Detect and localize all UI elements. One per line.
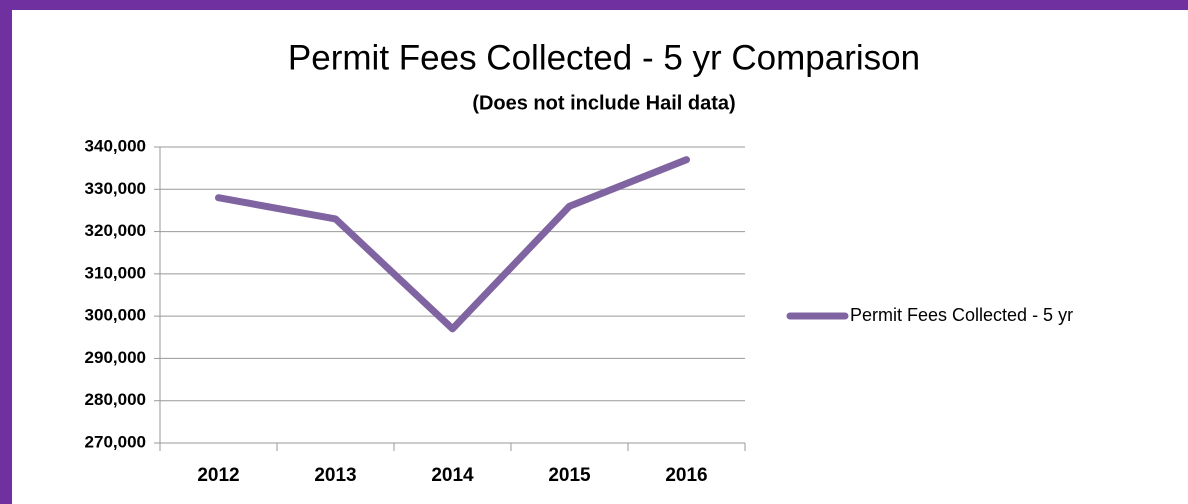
y-tick-label: 340,000 [85, 136, 146, 155]
y-tick-label: 310,000 [85, 263, 146, 282]
x-tick-label: 2016 [665, 465, 707, 486]
x-tick-label: 2015 [548, 465, 591, 486]
y-tick-label: 320,000 [85, 221, 146, 240]
y-tick-label: 280,000 [85, 390, 146, 409]
frame-top [0, 0, 1188, 10]
x-tick-label: 2012 [197, 465, 239, 486]
chart-subtitle: (Does not include Hail data) [472, 92, 735, 114]
data-line [215, 156, 690, 333]
x-tick-label: 2014 [431, 465, 474, 486]
y-tick-label: 300,000 [85, 306, 146, 325]
chart-title: Permit Fees Collected - 5 yr Comparison [288, 38, 920, 77]
frame-left [0, 0, 12, 504]
y-tick-label: 290,000 [85, 348, 146, 367]
legend-label: Permit Fees Collected - 5 yr [850, 305, 1073, 325]
x-tick-label: 2013 [314, 465, 356, 486]
y-tick-label: 330,000 [85, 179, 146, 198]
y-tick-label: 270,000 [85, 432, 146, 451]
